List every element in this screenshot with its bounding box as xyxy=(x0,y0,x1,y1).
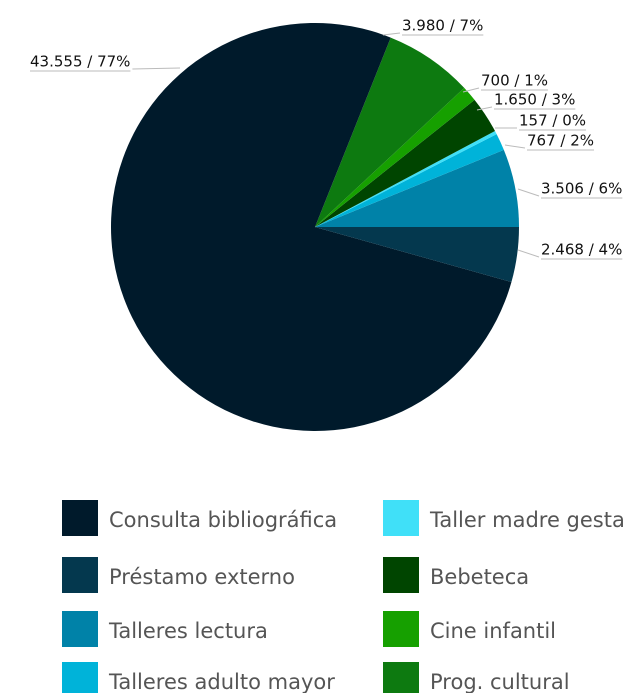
legend-swatch xyxy=(383,500,419,536)
legend-swatch xyxy=(62,662,98,693)
legend-swatch xyxy=(62,557,98,593)
value-label: 767 / 2% xyxy=(527,132,594,150)
pie-slice xyxy=(315,99,495,227)
legend-swatch xyxy=(383,662,419,693)
pie-slice xyxy=(110,22,512,431)
legend-swatch xyxy=(383,611,419,647)
leader-line xyxy=(462,87,480,93)
legend-label: Consulta bibliográfica xyxy=(109,508,337,532)
pie-slice xyxy=(315,149,519,227)
legend-label: Préstamo externo xyxy=(109,565,295,589)
leader-line xyxy=(517,249,540,258)
pie-slice xyxy=(315,134,504,227)
legend-label: Bebeteca xyxy=(430,565,529,589)
legend-label: Talleres lectura xyxy=(108,619,268,643)
legend-label: Talleres adulto mayor xyxy=(108,670,335,693)
legend-swatch xyxy=(62,500,98,536)
leader-line xyxy=(132,67,181,70)
pie-slice xyxy=(315,87,475,227)
value-label: 1.650 / 3% xyxy=(494,91,575,109)
legend-label: Prog. cultural xyxy=(430,670,570,693)
pie-slice xyxy=(315,37,465,227)
value-label: 157 / 0% xyxy=(519,112,586,130)
leader-line xyxy=(517,188,540,197)
legend-label: Taller madre gesta xyxy=(429,508,625,532)
leader-line xyxy=(476,106,493,111)
leader-line xyxy=(382,32,401,36)
value-label: 3.506 / 6% xyxy=(541,180,622,198)
pie-slice xyxy=(315,227,519,283)
leader-line xyxy=(504,144,526,149)
value-label: 43.555 / 77% xyxy=(30,53,130,71)
legend-swatch xyxy=(62,611,98,647)
legend-label: Cine infantil xyxy=(430,619,556,643)
value-label: 700 / 1% xyxy=(481,72,548,90)
pie-slice xyxy=(315,130,497,227)
legend-swatch xyxy=(383,557,419,593)
value-label: 2.468 / 4% xyxy=(541,241,622,259)
value-label: 3.980 / 7% xyxy=(402,17,483,35)
